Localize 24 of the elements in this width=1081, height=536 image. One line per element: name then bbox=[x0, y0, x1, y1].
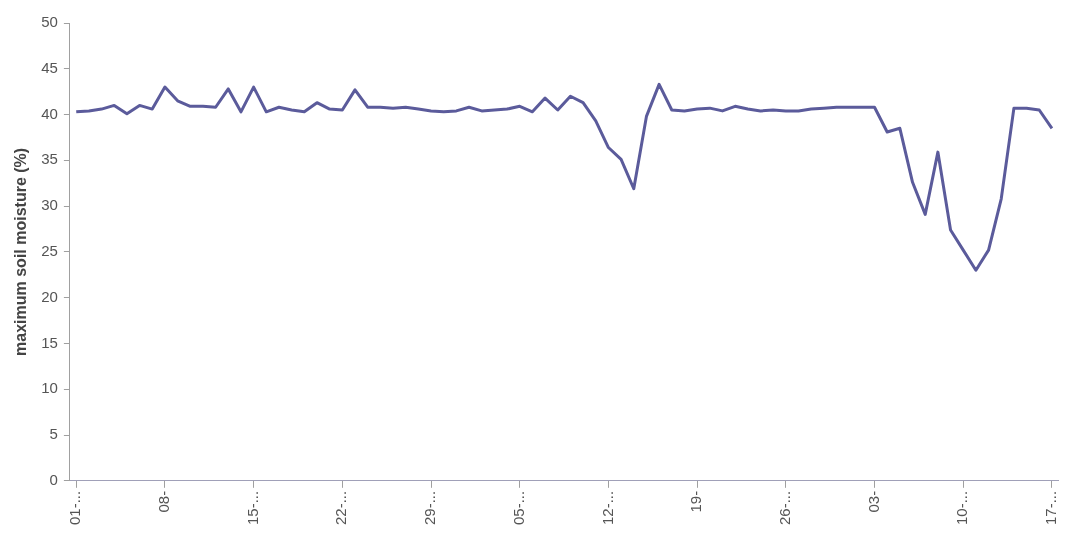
x-tick-label: 22-... bbox=[332, 490, 350, 526]
x-tick-label: 01-... bbox=[66, 490, 84, 526]
y-tick-label: 0 bbox=[49, 470, 58, 488]
x-tick-label: 03- bbox=[864, 490, 882, 513]
y-axis-title: maximum soil moisture (%) bbox=[12, 147, 30, 356]
x-tick-label: 10-... bbox=[953, 490, 971, 526]
y-tick-label: 30 bbox=[41, 196, 58, 214]
y-tick-label: 50 bbox=[41, 13, 58, 31]
y-tick-label: 35 bbox=[41, 150, 58, 168]
y-tick-label: 5 bbox=[49, 425, 58, 443]
x-tick-label: 05-... bbox=[509, 490, 527, 526]
x-tick-label: 29-... bbox=[421, 490, 439, 526]
y-tick-label: 10 bbox=[41, 379, 58, 397]
y-tick-label: 40 bbox=[41, 104, 58, 122]
y-tick-label: 15 bbox=[41, 333, 58, 351]
y-tick-label: 25 bbox=[41, 242, 58, 260]
x-tick-label: 08- bbox=[155, 490, 173, 513]
x-tick-label: 17-... bbox=[1042, 490, 1060, 526]
x-tick-label: 12-... bbox=[598, 490, 616, 526]
y-tick-label: 45 bbox=[41, 58, 58, 76]
x-tick-label: 15-... bbox=[243, 490, 261, 526]
x-tick-label: 26-... bbox=[775, 490, 793, 526]
y-tick-label: 20 bbox=[41, 287, 58, 305]
x-tick-label: 19- bbox=[687, 490, 705, 513]
